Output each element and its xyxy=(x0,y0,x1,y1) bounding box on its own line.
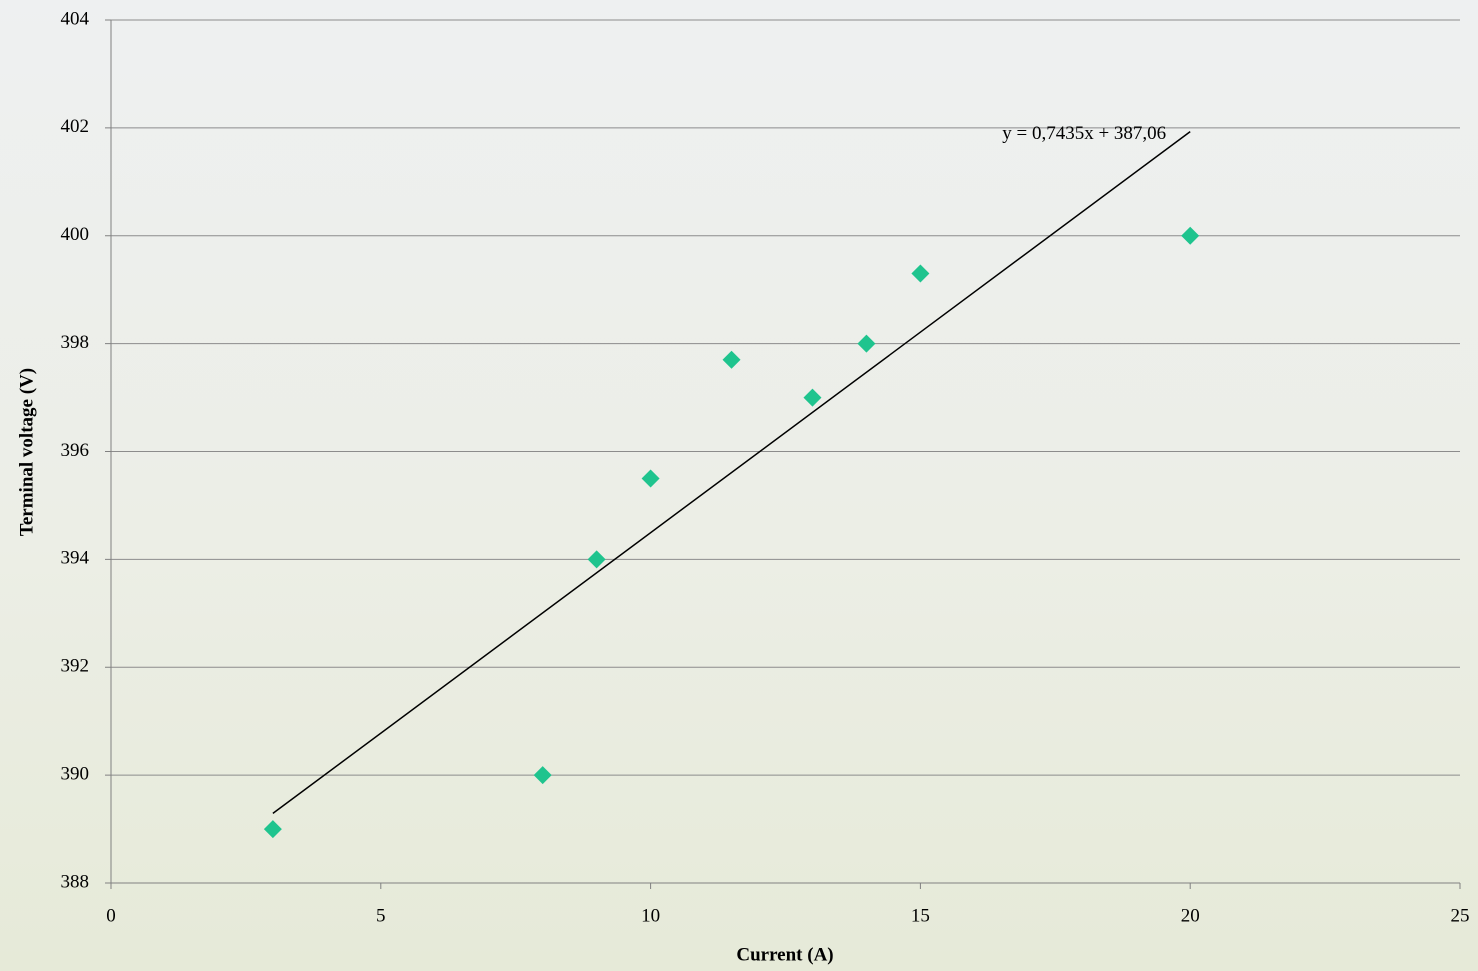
y-tick-label: 396 xyxy=(61,440,90,461)
x-tick-label: 5 xyxy=(376,905,386,926)
y-tick-label: 398 xyxy=(61,332,90,353)
chart: Current (A) Terminal voltage (V) 388 390 3… xyxy=(0,0,1478,971)
y-tick-label: 388 xyxy=(61,871,90,892)
page: {"chart_data": {"type": "scatter", "x_la… xyxy=(0,0,1478,971)
y-tick-label: 404 xyxy=(61,8,90,29)
x-tick-label: 0 xyxy=(106,905,116,926)
trendline-label: y = 0,7435x + 387,06 xyxy=(1002,123,1166,144)
x-axis-title: Current (A) xyxy=(736,944,833,965)
x-tick-label: 25 xyxy=(1451,905,1470,926)
y-tick-label: 390 xyxy=(61,763,90,784)
y-tick-label: 394 xyxy=(61,548,90,569)
x-tick-label: 15 xyxy=(911,905,930,926)
background xyxy=(0,0,1478,971)
x-tick-label: 10 xyxy=(641,905,660,926)
y-tick-label: 400 xyxy=(61,224,90,245)
y-tick-label: 402 xyxy=(61,116,90,137)
y-axis-title: Terminal voltage (V) xyxy=(16,368,37,536)
x-tick-label: 20 xyxy=(1181,905,1200,926)
y-tick-label: 392 xyxy=(61,656,90,677)
